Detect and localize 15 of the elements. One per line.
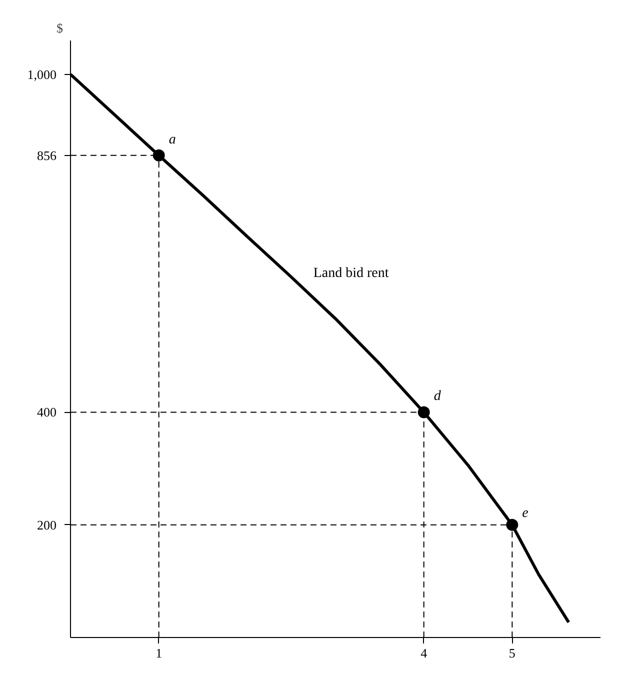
annotation: d [434,389,442,404]
y-tick-label: 856 [37,148,57,163]
y-tick-label: 200 [37,517,56,532]
y-axis-title: $ [56,20,64,36]
x-tick-label: 1 [156,646,162,660]
point [152,149,165,162]
x-tick-label: 4 [420,646,428,660]
y-tick-label: 1,000 [27,66,56,82]
series-label: Land bid rent [313,266,389,282]
annotation: a [168,132,176,148]
y-tick-label: 400 [37,404,56,420]
point [418,406,430,418]
annotation: e [522,506,528,521]
point [506,518,518,531]
x-tick-label: 5 [508,646,516,660]
